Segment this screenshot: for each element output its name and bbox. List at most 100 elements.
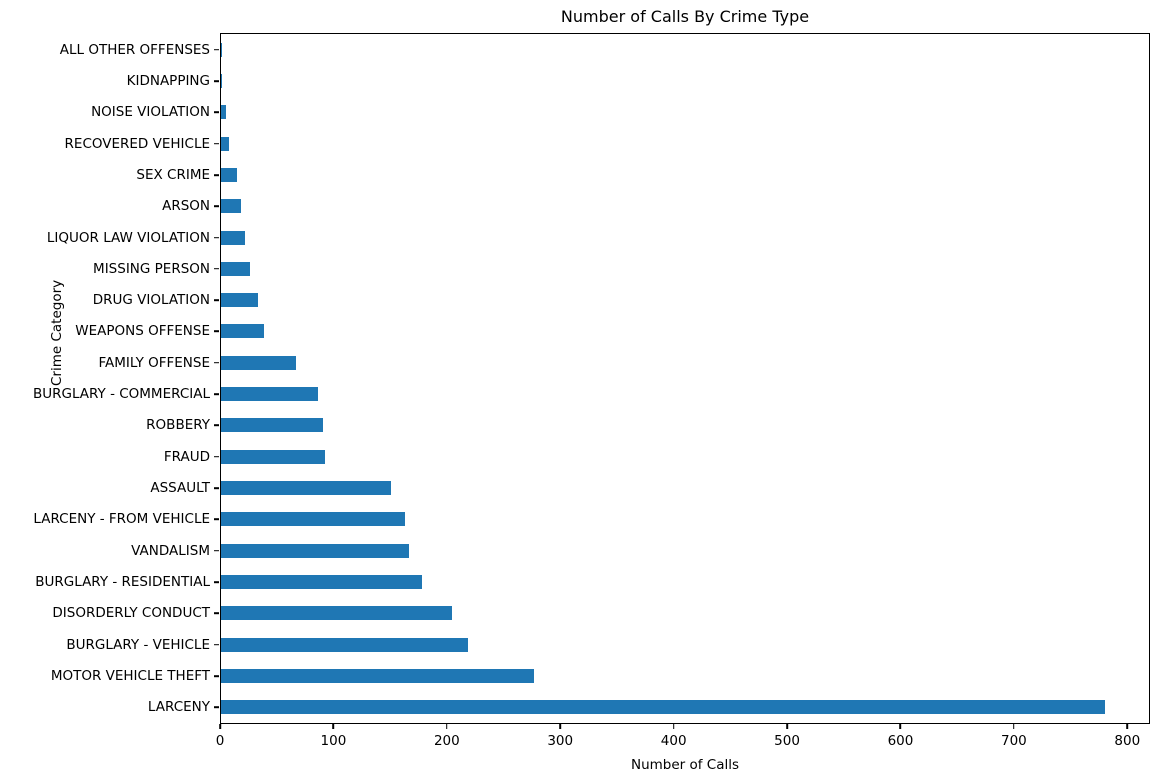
x-tick-label: 400 (660, 733, 687, 749)
bar-row: BURGLARY - COMMERCIAL (33, 378, 1149, 409)
x-tick-mark (219, 724, 221, 729)
x-tick-label: 0 (215, 733, 225, 749)
category-label: LARCENY (147, 699, 210, 716)
y-tick-mark (214, 361, 220, 364)
bar (221, 418, 323, 433)
y-tick-mark (214, 643, 220, 646)
y-tick-mark (214, 612, 220, 615)
category-label: BURGLARY - COMMERCIAL (32, 386, 210, 403)
category-label: BURGLARY - RESIDENTIAL (35, 573, 210, 590)
bar (221, 637, 468, 652)
bar-row: FRAUD (164, 441, 1149, 472)
category-label: FRAUD (163, 448, 210, 465)
x-tick-label: 800 (1114, 733, 1141, 749)
x-tick-mark (786, 724, 788, 729)
bar-row: KIDNAPPING (127, 65, 1149, 96)
y-tick-mark (214, 675, 220, 677)
bar (221, 668, 535, 683)
category-label: DISORDERLY CONDUCT (52, 605, 210, 622)
bar-row: ALL OTHER OFFENSES (60, 34, 1149, 65)
bar-row: MISSING PERSON (93, 253, 1149, 284)
x-tick-mark (1013, 724, 1015, 729)
chart-title: Number of Calls By Crime Type (560, 7, 810, 26)
category-label: NOISE VIOLATION (91, 104, 210, 121)
category-label: WEAPONS OFFENSE (75, 323, 210, 340)
bar (221, 543, 409, 558)
y-tick-mark (214, 236, 220, 239)
y-tick-mark (214, 518, 220, 521)
bar (221, 700, 1105, 715)
x-tick-mark (559, 724, 562, 729)
bar (221, 481, 391, 496)
category-label: ARSON (162, 198, 210, 215)
x-axis-label: Number of Calls (630, 757, 740, 773)
x-tick-mark (446, 724, 448, 729)
bar (221, 606, 452, 621)
category-label: ASSAULT (150, 480, 210, 497)
category-label: FAMILY OFFENSE (98, 354, 210, 371)
y-tick-mark (214, 205, 220, 208)
y-tick-mark (214, 299, 220, 301)
category-label: RECOVERED VEHICLE (64, 135, 210, 152)
category-label: BURGLARY - VEHICLE (66, 636, 210, 653)
y-tick-mark (214, 581, 220, 583)
bar-row: BURGLARY - RESIDENTIAL (35, 566, 1149, 597)
bar-row: FAMILY OFFENSE (98, 347, 1149, 378)
bar (221, 574, 423, 589)
bar (221, 230, 245, 245)
bar (221, 293, 259, 308)
y-tick-mark (214, 268, 220, 270)
bar-row: VANDALISM (131, 535, 1149, 566)
y-tick-mark (214, 549, 220, 552)
x-tick-label: 300 (547, 733, 574, 749)
x-tick-label: 700 (1001, 733, 1027, 749)
y-tick-mark (214, 706, 220, 709)
category-label: MOTOR VEHICLE THEFT (50, 667, 210, 684)
category-label: ROBBERY (146, 417, 210, 434)
bar-row: LIQUOR LAW VIOLATION (47, 222, 1149, 253)
y-tick-mark (214, 424, 220, 427)
y-tick-mark (214, 48, 220, 51)
y-tick-mark (214, 80, 220, 82)
bar-row: BURGLARY - VEHICLE (66, 629, 1149, 660)
x-tick-label: 100 (320, 733, 347, 749)
x-tick-label: 600 (887, 733, 914, 749)
bar-row: ARSON (162, 191, 1149, 222)
category-label: LARCENY - FROM VEHICLE (33, 511, 210, 528)
y-tick-mark (214, 111, 220, 114)
bar-row: RECOVERED VEHICLE (65, 128, 1149, 159)
bar-row: MOTOR VEHICLE THEFT (51, 660, 1149, 691)
bar (221, 105, 226, 120)
x-tick-label: 500 (774, 733, 800, 749)
bar (221, 167, 237, 182)
category-label: ALL OTHER OFFENSES (59, 41, 210, 58)
bar (221, 73, 223, 88)
bar-row: NOISE VIOLATION (91, 97, 1149, 128)
bar (221, 136, 229, 151)
bar-row: WEAPONS OFFENSE (75, 316, 1149, 347)
bar (221, 512, 406, 527)
bar (221, 449, 326, 464)
bar (221, 261, 251, 276)
bar-row: LARCENY (148, 692, 1149, 723)
y-tick-mark (214, 393, 220, 395)
bar-row: ASSAULT (150, 472, 1149, 503)
y-tick-mark (214, 142, 220, 145)
bar (221, 387, 319, 402)
x-axis-ticks: 0 100 200 300 400 500 600 700 800 (216, 724, 1150, 764)
y-tick-mark (214, 455, 220, 458)
x-tick-label: 200 (433, 733, 460, 749)
x-tick-mark (672, 724, 675, 729)
bar (221, 355, 296, 370)
bar-rows-container: ALL OTHER OFFENSES KIDNAPPING NOISE VIOLAT… (33, 34, 1149, 723)
y-tick-mark (214, 487, 220, 489)
bar-row: DISORDERLY CONDUCT (52, 598, 1149, 629)
bar (221, 42, 223, 57)
category-label: DRUG VIOLATION (92, 292, 210, 309)
category-label: SEX CRIME (136, 166, 210, 183)
bar-row: SEX CRIME (136, 159, 1149, 190)
y-axis-label: Crime Category (49, 279, 66, 386)
bar-row: LARCENY - FROM VEHICLE (33, 504, 1149, 535)
x-tick-mark (332, 724, 335, 729)
